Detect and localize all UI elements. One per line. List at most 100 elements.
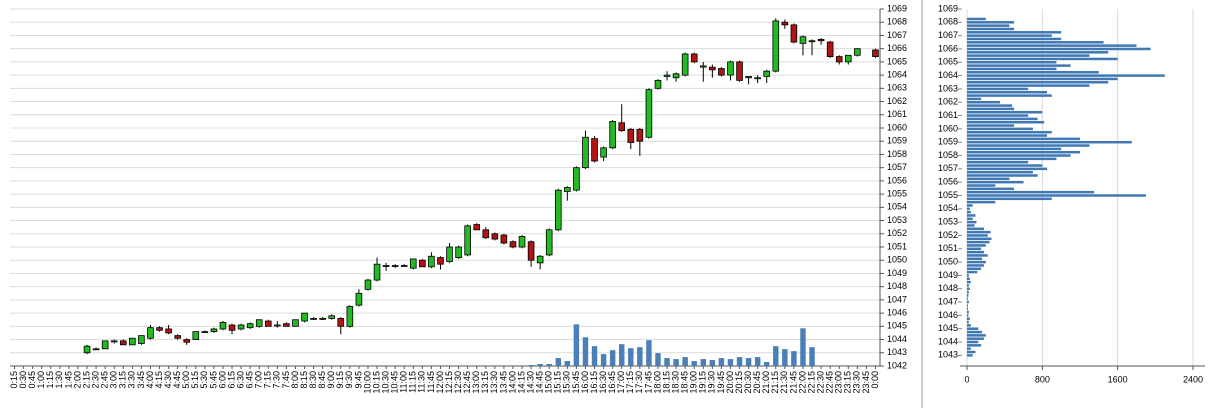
profile-bar [967, 350, 976, 354]
x-tick-label: 16:30 [598, 371, 608, 394]
profile-bar [967, 77, 1118, 81]
x-tick-label: 19:15 [698, 371, 708, 394]
y-tick-label: 1048 [938, 283, 958, 293]
x-tick-label: 800 [1035, 374, 1050, 384]
profile-bar [967, 170, 1033, 174]
profile-bar [967, 107, 1015, 111]
candle-body [808, 40, 816, 43]
candle-body [292, 319, 299, 327]
y-tick-label: 1050 [938, 256, 958, 266]
candle-body [237, 324, 245, 330]
profile-bar [967, 340, 979, 344]
candle-body [464, 225, 471, 256]
y-tick-label: 1050 [887, 255, 907, 265]
candle-body [763, 70, 771, 77]
profile-bar [967, 174, 1038, 177]
y-tick-label: 1042 [887, 360, 907, 370]
y-tick-label: 1065 [938, 57, 958, 67]
profile-bar [967, 294, 969, 297]
x-tick-label: 8:30 [308, 371, 318, 389]
x-tick-label: 22:45 [825, 371, 835, 394]
x-tick-label: 23:30 [852, 371, 862, 394]
y-tick-label: 1043 [938, 350, 958, 360]
profile-bar [967, 270, 978, 274]
x-tick-label: 9:45 [353, 371, 363, 389]
candle-body [455, 246, 462, 258]
x-tick-label: 22:15 [806, 371, 816, 394]
profile-bar [967, 127, 1033, 131]
profile-bar [967, 147, 1062, 151]
x-tick-label: 7:45 [281, 371, 291, 389]
profile-bar [967, 300, 969, 304]
profile-bar [967, 54, 1090, 57]
x-tick-label: 16:45 [607, 371, 617, 394]
candle-body [654, 80, 662, 89]
x-tick-label: 21:45 [788, 371, 798, 394]
candle-body [346, 306, 354, 327]
y-tick-label: 1063 [938, 83, 958, 93]
profile-bar [967, 187, 1015, 191]
profile-bar [967, 190, 1095, 194]
volume-bar [709, 360, 716, 366]
x-tick-label: 5:00 [181, 371, 191, 389]
candle-body [138, 335, 145, 344]
profile-bar [967, 94, 1052, 97]
x-tick-label: 2400 [1183, 374, 1203, 384]
profile-bar [967, 197, 1052, 201]
profile-bar [967, 154, 1071, 157]
x-tick-label: 6:00 [217, 371, 227, 389]
x-tick-label: 10:15 [371, 371, 381, 394]
profile-bar [967, 27, 1015, 31]
candle-body [727, 61, 734, 76]
y-tick-label: 1063 [887, 83, 907, 93]
candle-body [627, 128, 635, 143]
x-tick-label: 5:45 [208, 371, 218, 389]
x-tick-label: 0 [964, 374, 969, 384]
x-tick-label: 10:00 [362, 371, 372, 394]
y-tick-label: 1044 [887, 334, 907, 344]
x-tick-label: 13:00 [471, 371, 481, 394]
candle-body [310, 317, 317, 320]
x-tick-label: 3:15 [118, 371, 128, 389]
profile-bar [967, 44, 1137, 47]
volume-bar [800, 328, 806, 366]
y-tick-label: 1066 [887, 43, 907, 53]
y-tick-label: 1051 [887, 241, 907, 251]
x-tick-label: 6:45 [245, 371, 255, 389]
x-tick-label: 5:15 [190, 371, 200, 389]
candle-body [799, 36, 807, 44]
profile-bar [967, 177, 1010, 181]
y-tick-label: 1066 [938, 43, 958, 53]
x-tick-label: 20:00 [725, 371, 735, 394]
candle-body [790, 24, 798, 43]
x-tick-label: 15:15 [553, 371, 563, 394]
profile-bar [967, 157, 1057, 161]
y-tick-label: 1062 [938, 97, 958, 107]
x-tick-label: 17:45 [643, 371, 653, 394]
profile-bar [967, 230, 991, 234]
profile-bar [967, 214, 976, 217]
profile-bar [967, 184, 996, 187]
x-tick-label: 7:30 [272, 371, 282, 389]
y-tick-label: 1069 [938, 3, 958, 13]
x-tick-label: 1:00 [36, 371, 46, 389]
candle-body [437, 257, 444, 265]
x-tick-label: 20:30 [743, 371, 753, 394]
profile-bar [967, 100, 1000, 104]
candle-body [110, 340, 118, 343]
candle-body [183, 339, 191, 343]
y-tick-label: 1059 [938, 137, 958, 147]
y-tick-label: 1054 [938, 203, 958, 213]
volume-bar [646, 340, 652, 366]
x-tick-label: 2:45 [100, 371, 110, 389]
x-tick-label: 3:30 [127, 371, 137, 389]
profile-bar [967, 330, 983, 334]
x-tick-label: 1:30 [54, 371, 64, 389]
candle-body [582, 136, 589, 169]
x-tick-label: 9:15 [335, 371, 345, 389]
y-tick-label: 1067 [938, 30, 958, 40]
profile-bar [967, 194, 1146, 197]
volume-bar [773, 346, 779, 366]
x-tick-label: 18:00 [652, 371, 662, 394]
profile-bar [967, 287, 970, 290]
